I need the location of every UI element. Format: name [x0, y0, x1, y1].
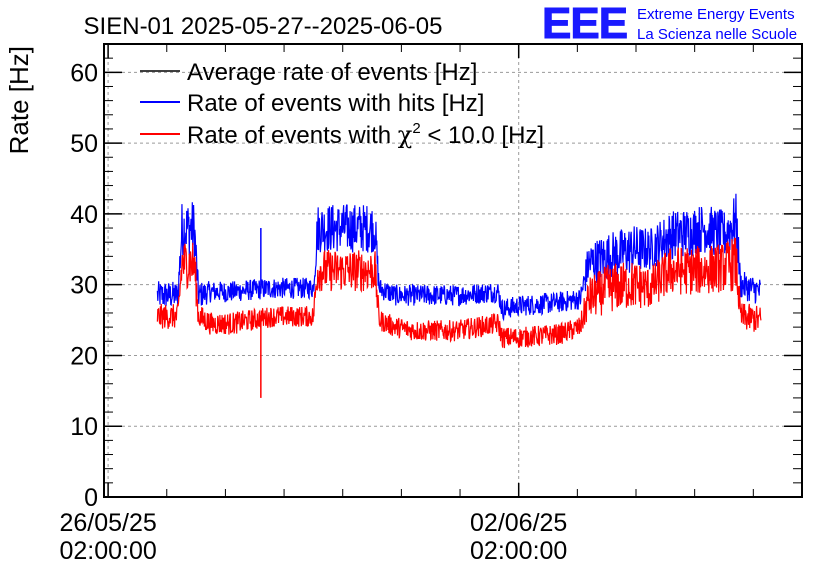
legend-label-chi2: Rate of events with χ2 < 10.0 [Hz] [187, 120, 544, 149]
x-tick-label-date-0: 26/05/25 [59, 509, 156, 537]
y-tick-label-50: 50 [70, 130, 98, 158]
series-rate-with-hits [156, 193, 761, 322]
legend-label-chi2-suffix: < 10.0 [Hz] [421, 122, 544, 149]
y-tick-label-60: 60 [70, 59, 98, 87]
legend-label-chi2-prefix: Rate of events with [187, 122, 398, 149]
y-tick-label-10: 10 [70, 413, 98, 441]
logo-line-1: Extreme Energy Events [637, 6, 795, 23]
legend: Average rate of events [Hz] Rate of even… [140, 59, 544, 149]
legend-label-chi2-symbol: χ [398, 121, 413, 149]
chart-title: SIEN-01 2025-05-27--2025-06-05 [84, 13, 443, 40]
y-tick-label-30: 30 [70, 272, 98, 300]
x-tick-label-time-0: 02:00:00 [59, 537, 156, 565]
logo-mark: EEE [541, 0, 628, 48]
y-axis-title: Rate [Hz] [4, 46, 34, 154]
x-tick-label-date-1: 02/06/25 [470, 509, 567, 537]
x-tick-label-time-1: 02:00:00 [470, 537, 567, 565]
y-tick-label-40: 40 [70, 201, 98, 229]
y-tick-label-0: 0 [84, 484, 98, 512]
series-rate-chi2 [156, 237, 762, 349]
y-tick-labels: 0 10 20 30 40 50 60 [70, 59, 98, 512]
series-layer [156, 193, 762, 398]
legend-label-average: Average rate of events [Hz] [187, 59, 477, 86]
logo-line-2: La Scienza nelle Scuole [637, 26, 798, 43]
legend-label-chi2-sup: 2 [412, 120, 420, 137]
eee-logo: EEE Extreme Energy Events La Scienza nel… [541, 0, 832, 48]
y-tick-label-20: 20 [70, 342, 98, 370]
legend-label-hits: Rate of events with hits [Hz] [187, 90, 484, 117]
axis-ticks [104, 43, 802, 498]
grid-lines [104, 44, 802, 497]
